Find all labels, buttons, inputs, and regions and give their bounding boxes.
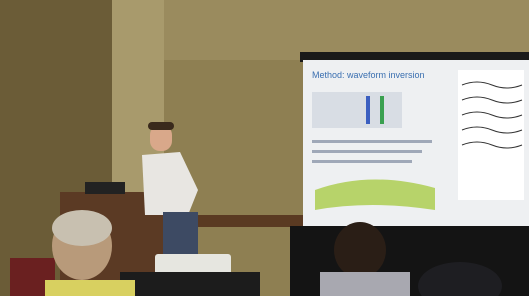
audience-shirt [45, 280, 135, 296]
projector-table [120, 272, 260, 296]
upper-wall [164, 0, 529, 60]
slide-figure [312, 92, 402, 128]
laptop [85, 182, 125, 194]
audience-head [334, 222, 386, 278]
presenter-hair [148, 122, 174, 130]
presenter-jeans [163, 212, 198, 256]
slide-waveform-panel [458, 70, 524, 200]
slide-text-line [312, 160, 412, 163]
slide-bar [380, 96, 384, 124]
scene: Method: waveform inversion [0, 0, 529, 296]
slide-title: Method: waveform inversion [312, 70, 425, 80]
slide-text-line [312, 150, 422, 153]
audience-shirt [320, 272, 410, 296]
slide-bar [366, 96, 370, 124]
audience-hair [52, 210, 112, 246]
slide-text-line [312, 140, 432, 143]
